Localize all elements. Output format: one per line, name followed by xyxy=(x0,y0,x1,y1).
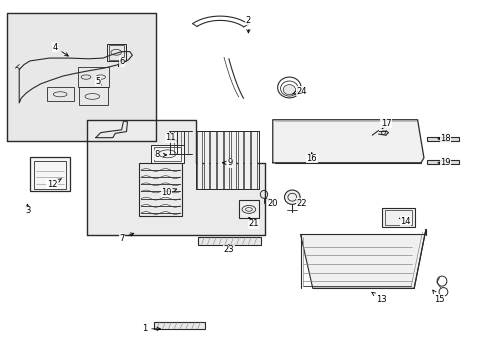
Text: 14: 14 xyxy=(399,217,410,226)
Bar xyxy=(79,87,108,105)
Bar xyxy=(30,157,70,192)
Text: 6: 6 xyxy=(118,57,124,67)
Bar xyxy=(139,163,182,216)
Ellipse shape xyxy=(283,85,295,95)
Text: 23: 23 xyxy=(223,245,234,255)
Bar xyxy=(198,237,260,244)
Bar xyxy=(217,131,222,189)
Text: 12: 12 xyxy=(46,179,61,189)
Bar xyxy=(427,137,458,140)
Text: 24: 24 xyxy=(292,86,306,95)
Text: 4: 4 xyxy=(53,43,68,56)
Text: 13: 13 xyxy=(371,292,386,303)
Bar xyxy=(151,145,183,163)
Text: 5: 5 xyxy=(95,77,101,86)
Bar xyxy=(427,160,458,164)
Text: 10: 10 xyxy=(161,188,176,197)
Bar xyxy=(210,131,215,189)
Text: 8: 8 xyxy=(154,150,166,159)
Text: 19: 19 xyxy=(437,158,450,167)
Bar xyxy=(78,67,109,87)
Bar xyxy=(196,131,202,189)
Polygon shape xyxy=(272,120,423,163)
Polygon shape xyxy=(300,229,425,288)
Text: 3: 3 xyxy=(25,204,30,215)
Text: 11: 11 xyxy=(165,133,176,142)
Bar xyxy=(154,321,205,329)
Text: 16: 16 xyxy=(306,153,316,163)
Text: 7: 7 xyxy=(119,233,134,243)
Bar xyxy=(244,131,249,189)
Bar xyxy=(203,131,208,189)
Bar xyxy=(154,147,180,161)
Text: 20: 20 xyxy=(266,198,278,208)
Text: 17: 17 xyxy=(380,119,390,129)
Bar xyxy=(107,44,125,61)
Bar xyxy=(238,201,259,218)
Text: 18: 18 xyxy=(437,134,450,143)
Text: 9: 9 xyxy=(222,158,232,167)
Bar xyxy=(237,131,243,189)
Polygon shape xyxy=(6,13,156,141)
Text: 2: 2 xyxy=(245,16,250,33)
Polygon shape xyxy=(87,120,264,234)
Bar xyxy=(251,131,256,189)
Bar xyxy=(230,131,236,189)
Bar xyxy=(224,131,229,189)
Bar xyxy=(384,210,411,225)
Bar xyxy=(34,161,66,189)
Bar xyxy=(47,87,74,101)
Bar xyxy=(109,45,123,59)
Text: 22: 22 xyxy=(296,199,306,208)
Bar xyxy=(381,208,414,226)
Text: 15: 15 xyxy=(432,290,444,303)
Text: 1: 1 xyxy=(142,324,160,333)
Ellipse shape xyxy=(284,190,300,204)
Text: 21: 21 xyxy=(247,217,258,228)
